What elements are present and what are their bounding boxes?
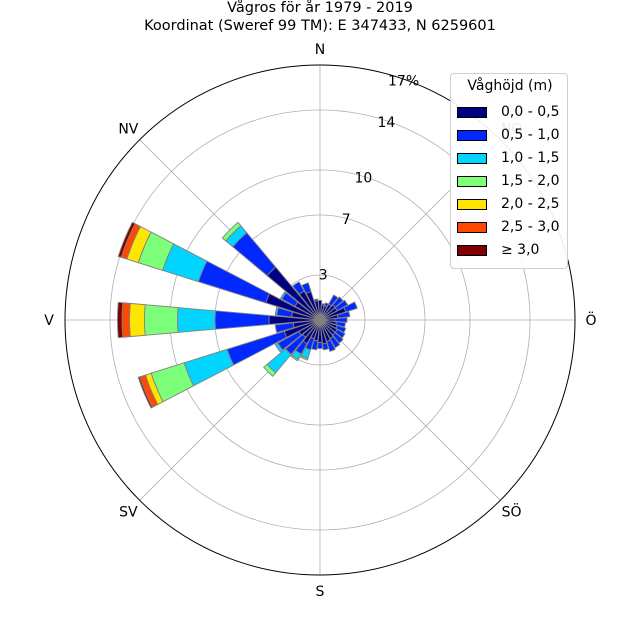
ring-label: 10 — [354, 170, 372, 186]
legend-swatch — [457, 107, 487, 118]
spoke-sö — [319, 319, 501, 501]
ring-label: 7 — [342, 212, 351, 228]
chart-title: Vågros för år 1979 - 2019 — [227, 0, 413, 16]
legend-swatch — [457, 153, 487, 164]
sector-270-bin-4 — [129, 302, 146, 338]
sector-225-bin-3 — [263, 363, 277, 377]
sector-247.5-bin-6 — [137, 376, 153, 409]
legend-label: 2,0 - 2,5 — [501, 196, 560, 212]
sector-337.5-bin-1 — [301, 282, 312, 294]
legend-swatch — [457, 176, 487, 187]
outer-ring — [64, 64, 576, 576]
sector-67.5-bin-1 — [343, 301, 358, 313]
sector-270-bin-5 — [121, 302, 131, 338]
legend-swatch — [457, 245, 487, 256]
legend-label: 2,5 - 3,0 — [501, 219, 560, 235]
sector-213.75-bin-3 — [290, 354, 299, 362]
rose-sectors — [117, 221, 358, 409]
sector-292.5-bin-6 — [117, 221, 136, 258]
sector-258.75-bin-1 — [274, 322, 295, 334]
sector-303.75-bin-2 — [279, 291, 287, 300]
direction-label-nv: NV — [118, 121, 138, 137]
legend-label: 0,0 - 0,5 — [501, 104, 560, 120]
sector-270-bin-6 — [117, 301, 124, 339]
chart-subtitle: Koordinat (Sweref 99 TM): E 347433, N 62… — [144, 18, 496, 34]
sector-168.75-bin-1 — [322, 342, 329, 351]
direction-label-v: V — [44, 313, 54, 329]
legend-title: Våghöjd (m) — [467, 78, 553, 94]
legend-swatch — [457, 222, 487, 233]
sector-270-bin-3 — [144, 304, 179, 336]
legend-label: 1,0 - 1,5 — [501, 150, 560, 166]
sector-348.75-bin-1 — [313, 298, 319, 302]
legend: Våghöjd (m) 0,0 - 0,5 0,5 - 1,0 1,0 - 1,5 1… — [450, 73, 568, 269]
legend-label: 0,5 - 1,0 — [501, 127, 560, 143]
ring-label: 3 — [319, 267, 328, 283]
legend-swatch — [457, 130, 487, 141]
sector-191.25-bin-1 — [311, 339, 319, 351]
sector-247.5-bin-2 — [183, 348, 235, 387]
sector-146.25-bin-1 — [329, 335, 341, 349]
sector-202.5-bin-3 — [300, 355, 309, 361]
sector-281.25-bin-2 — [274, 306, 279, 316]
sector-270-bin-2 — [177, 307, 216, 333]
ring-label: 14 — [377, 115, 395, 131]
sector-315-bin-3 — [221, 221, 242, 242]
legend-label: ≥ 3,0 — [501, 242, 540, 258]
legend-label: 1,5 - 2,0 — [501, 173, 560, 189]
sector-157.5-bin-1 — [326, 339, 336, 353]
direction-label-n: N — [315, 42, 325, 58]
sector-236.25-bin-2 — [274, 342, 284, 353]
grid-ring — [109, 109, 531, 531]
direction-label-s: S — [316, 584, 325, 600]
legend-swatch — [457, 199, 487, 210]
direction-label-sv: SV — [119, 505, 138, 521]
direction-label-ö: Ö — [585, 311, 596, 329]
sector-326.25-bin-1 — [292, 281, 305, 295]
direction-label-sö: SÖ — [502, 503, 522, 521]
sector-180-bin-1 — [317, 341, 323, 349]
sector-270-bin-1 — [214, 310, 270, 330]
ring-label: 17% — [388, 73, 419, 89]
